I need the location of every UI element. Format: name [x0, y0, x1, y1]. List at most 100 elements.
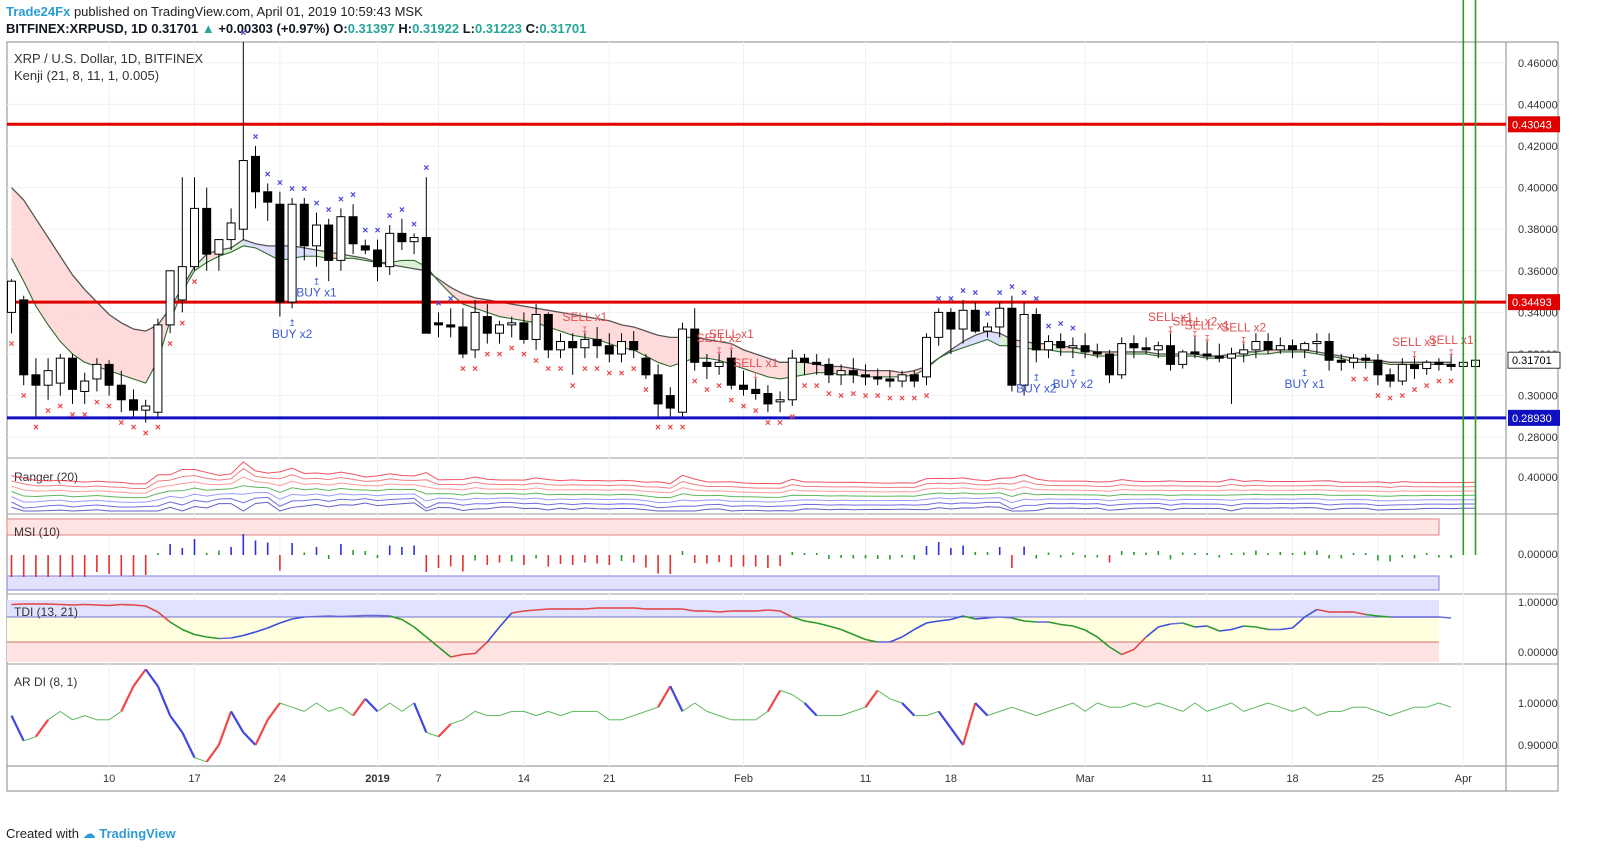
sell-cross-marker: × [106, 402, 112, 413]
candle-body [1263, 341, 1273, 351]
buy-cross-marker: × [326, 205, 332, 216]
kenji-band-segment [572, 314, 585, 338]
candle-body [446, 324, 456, 328]
candle-body [1349, 357, 1358, 363]
sell-cross-marker: × [94, 397, 100, 408]
ardi-line-segment [1255, 702, 1269, 708]
ardi-line-segment [864, 689, 879, 708]
kenji-band-segment [804, 362, 817, 375]
tdi-line-segment [96, 604, 110, 607]
kenji-band-segment [987, 331, 1000, 346]
kenji-band-segment [133, 329, 146, 384]
tdi-line-segment [1365, 613, 1378, 617]
signal-markers: × × × × × × × × × × × × × × × × × × × × × × × × × × × × × × × × × × × × × × × ×… [9, 28, 1474, 440]
candle-body [1336, 359, 1346, 363]
ardi-label: AR DI (8, 1) [14, 675, 77, 689]
sell-cross-marker: × [131, 422, 137, 433]
publisher-name[interactable]: Trade24Fx [6, 4, 71, 19]
tdi-tick-label: 0.00000 [1518, 647, 1558, 659]
kenji-band-segment [499, 302, 512, 319]
candle-body [714, 361, 724, 367]
sell-cross-marker: × [863, 391, 869, 402]
x-tick-label: 2019 [365, 773, 389, 785]
tdi-line-segment [1194, 625, 1208, 628]
publish-text: published on TradingView.com, April 01, … [73, 4, 423, 19]
ardi-line-segment [84, 715, 98, 721]
tdi-line-segment [999, 616, 1012, 619]
ardi-line-segment [352, 698, 367, 717]
tdi-line-segment [767, 609, 781, 612]
tradingview-brand[interactable]: TradingView [99, 826, 176, 841]
level-price-label: 0.28930 [1512, 413, 1552, 425]
ardi-line-segment [108, 710, 122, 721]
candle-body [31, 374, 41, 386]
ardi-line-segment [1389, 710, 1403, 717]
candle-body [1251, 341, 1261, 351]
candle-body [653, 374, 663, 405]
candle-body [1153, 345, 1163, 351]
tdi-line-segment [1219, 628, 1232, 632]
signal-arrow: ↧ [1240, 336, 1248, 346]
ardi-line-segment [535, 710, 549, 717]
candle-body [1446, 363, 1456, 367]
ardi-line-segment [766, 689, 782, 712]
kenji-band-segment [389, 260, 402, 267]
sell-cross-marker: × [82, 410, 88, 421]
candle-body [568, 341, 578, 349]
candle-body [434, 322, 443, 326]
candle-body [287, 203, 297, 303]
ardi-line-segment [1304, 706, 1318, 717]
ardi-line-segment [1219, 702, 1232, 708]
ardi-line-segment [499, 710, 512, 717]
candle-body [263, 191, 273, 203]
x-tick-label: 24 [274, 773, 286, 785]
tdi-line-segment [1048, 621, 1061, 626]
signal-arrow: ↥ [1301, 368, 1309, 378]
kenji-band-segment [231, 239, 244, 253]
candle-body [482, 316, 492, 334]
level-price-tag [1508, 116, 1560, 133]
ardi-line-segment [1280, 706, 1293, 712]
tdi-line-segment [72, 603, 85, 606]
sell-cross-marker: × [643, 385, 649, 396]
msi-label: MSI (10) [14, 525, 60, 539]
candle-body [1019, 313, 1029, 386]
buy-cross-marker: × [387, 211, 393, 222]
buy-cross-marker: × [1070, 323, 1076, 334]
candle-body [324, 224, 334, 261]
ardi-line-segment [621, 715, 634, 721]
tdi-upper-zone [7, 600, 1439, 617]
kenji-band-segment [658, 335, 671, 367]
candle-body [43, 370, 53, 386]
ardi-line-segment [205, 744, 220, 763]
tdi-line-segment [1024, 620, 1037, 623]
signal-label: SELL x1 [1185, 319, 1230, 333]
ardi-line-segment [792, 694, 805, 704]
kenji-band-segment [121, 322, 134, 379]
signal-label: BUY x2 [272, 327, 313, 341]
candle-body [190, 207, 199, 268]
candle-body [1007, 307, 1017, 386]
signal-arrow: ↥ [313, 277, 321, 287]
sell-cross-marker: × [570, 381, 576, 392]
kenji-band-segment [743, 349, 756, 373]
candle-body [1129, 343, 1139, 349]
tdi-line-segment [194, 633, 207, 638]
sell-cross-marker: × [1387, 393, 1393, 404]
candle-body [104, 363, 114, 386]
x-tick-label: 21 [603, 773, 615, 785]
sell-cross-marker: × [179, 318, 185, 329]
kenji-band-segment [975, 331, 988, 344]
candle-body [1324, 341, 1334, 361]
tdi-line-segment [962, 615, 976, 620]
x-tick-label: 11 [860, 773, 871, 785]
candle-body [885, 378, 895, 382]
buy-cross-marker: × [338, 194, 344, 205]
tdi-line-segment [1145, 626, 1159, 638]
sell-cross-marker: × [1399, 391, 1405, 402]
buy-cross-marker: × [253, 132, 259, 143]
candle-body [129, 399, 138, 411]
tdi-line-segment [755, 609, 768, 612]
tdi-line-segment [377, 614, 390, 617]
